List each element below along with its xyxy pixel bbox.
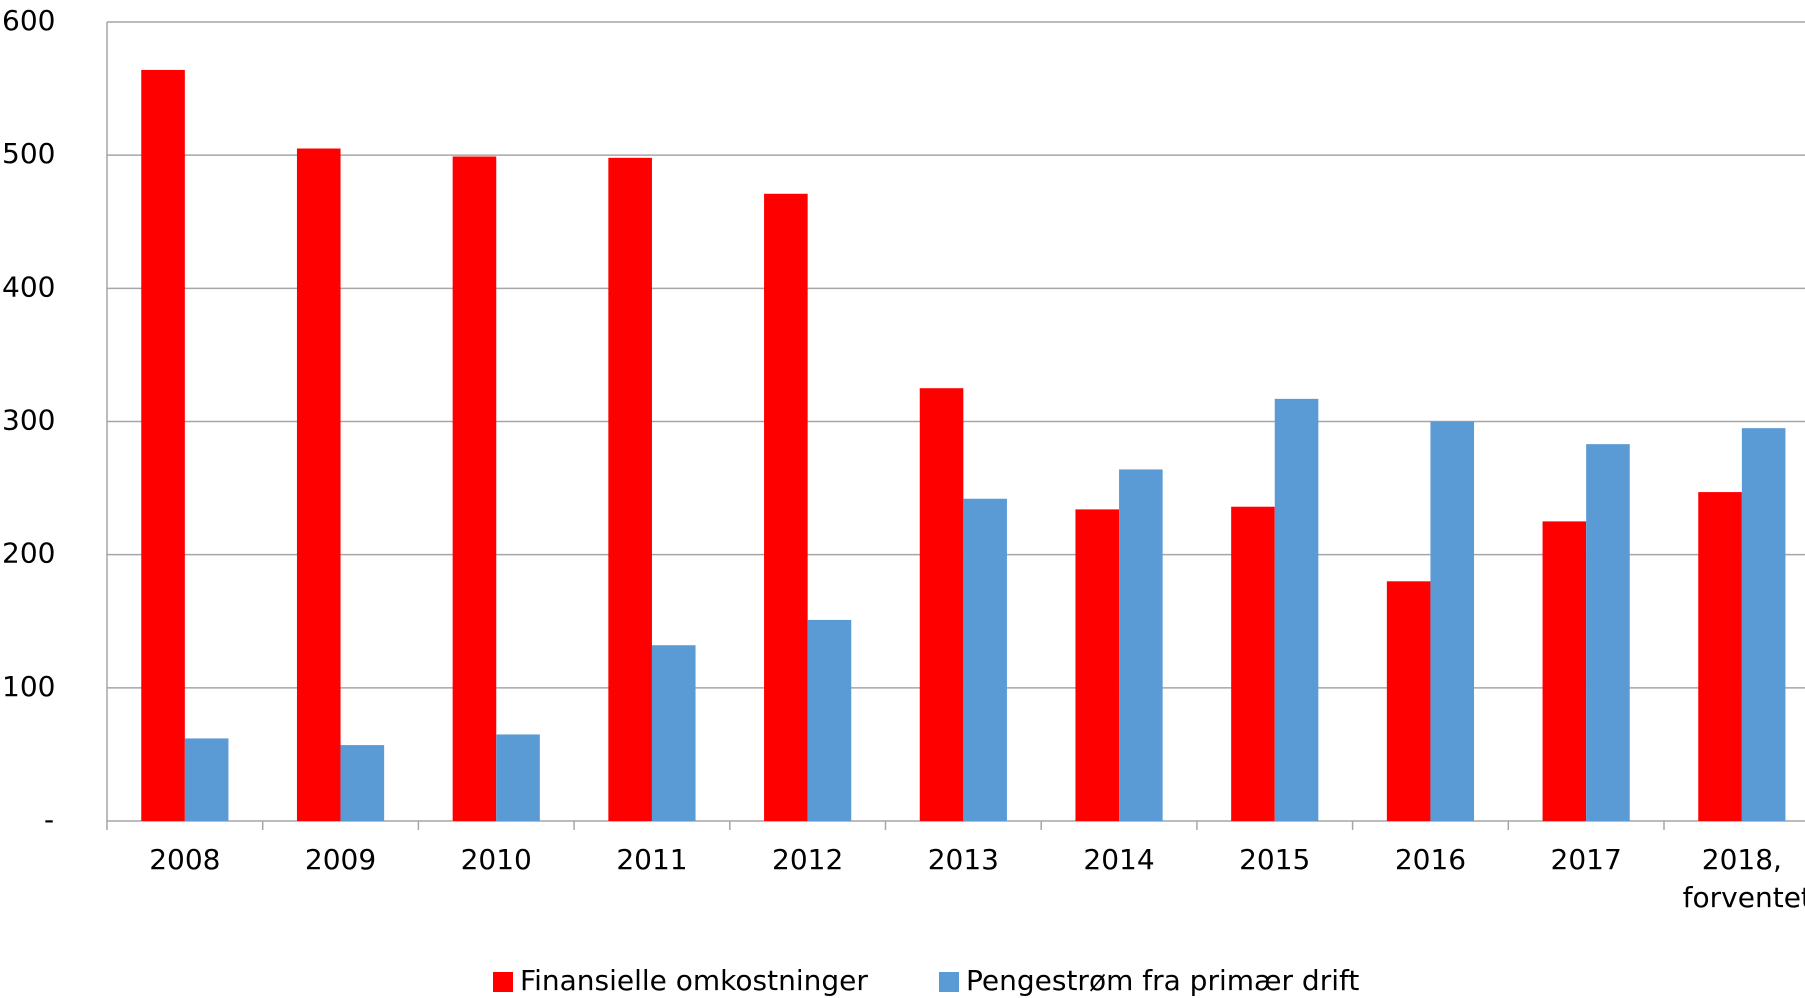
y-tick-label: 300 xyxy=(2,404,55,437)
bar xyxy=(296,148,341,822)
bar xyxy=(340,745,385,821)
bar xyxy=(452,156,497,821)
legend-label: Finansielle omkostninger xyxy=(520,964,868,997)
bar xyxy=(651,645,696,821)
bar xyxy=(1386,581,1431,821)
bar xyxy=(608,157,652,821)
x-tick-label: 2014 xyxy=(1083,843,1155,876)
x-tick-label: 2018, forventet xyxy=(1682,843,1805,914)
bar xyxy=(1430,421,1475,821)
bar xyxy=(1741,428,1786,821)
y-tick-label: 600 xyxy=(2,4,55,37)
bar xyxy=(1274,398,1319,821)
bar xyxy=(1698,492,1742,821)
x-tick-label: 2009 xyxy=(304,843,377,876)
x-tick-label: 2012 xyxy=(772,843,844,876)
bar xyxy=(919,388,964,821)
y-tick-label: 100 xyxy=(2,670,55,703)
bar xyxy=(141,69,185,821)
y-tick-label: 400 xyxy=(2,270,55,303)
x-tick-label: 2010 xyxy=(460,843,532,876)
bar xyxy=(963,498,1007,821)
x-tick-label: 2017 xyxy=(1550,843,1622,876)
bar xyxy=(1075,509,1120,821)
bar xyxy=(496,734,540,821)
y-tick-label: 200 xyxy=(2,537,55,570)
legend-label: Pengestrøm fra primær drift xyxy=(966,964,1359,997)
x-tick-label: 2013 xyxy=(927,843,999,876)
x-tick-label: 2015 xyxy=(1239,843,1311,876)
x-tick-label: 2016 xyxy=(1394,843,1467,876)
x-tick-label: 2008 xyxy=(149,843,221,876)
bar xyxy=(1119,469,1163,821)
bar xyxy=(1231,506,1275,821)
bar xyxy=(1586,444,1630,821)
legend-swatch xyxy=(939,972,959,992)
y-tick-label: 500 xyxy=(2,137,55,170)
y-tick-label: - xyxy=(44,803,54,836)
bar xyxy=(184,738,229,821)
bar xyxy=(764,193,808,821)
bar xyxy=(807,619,852,821)
legend-swatch xyxy=(493,972,513,992)
x-tick-label: 2011 xyxy=(616,843,688,876)
bar xyxy=(1542,521,1587,821)
